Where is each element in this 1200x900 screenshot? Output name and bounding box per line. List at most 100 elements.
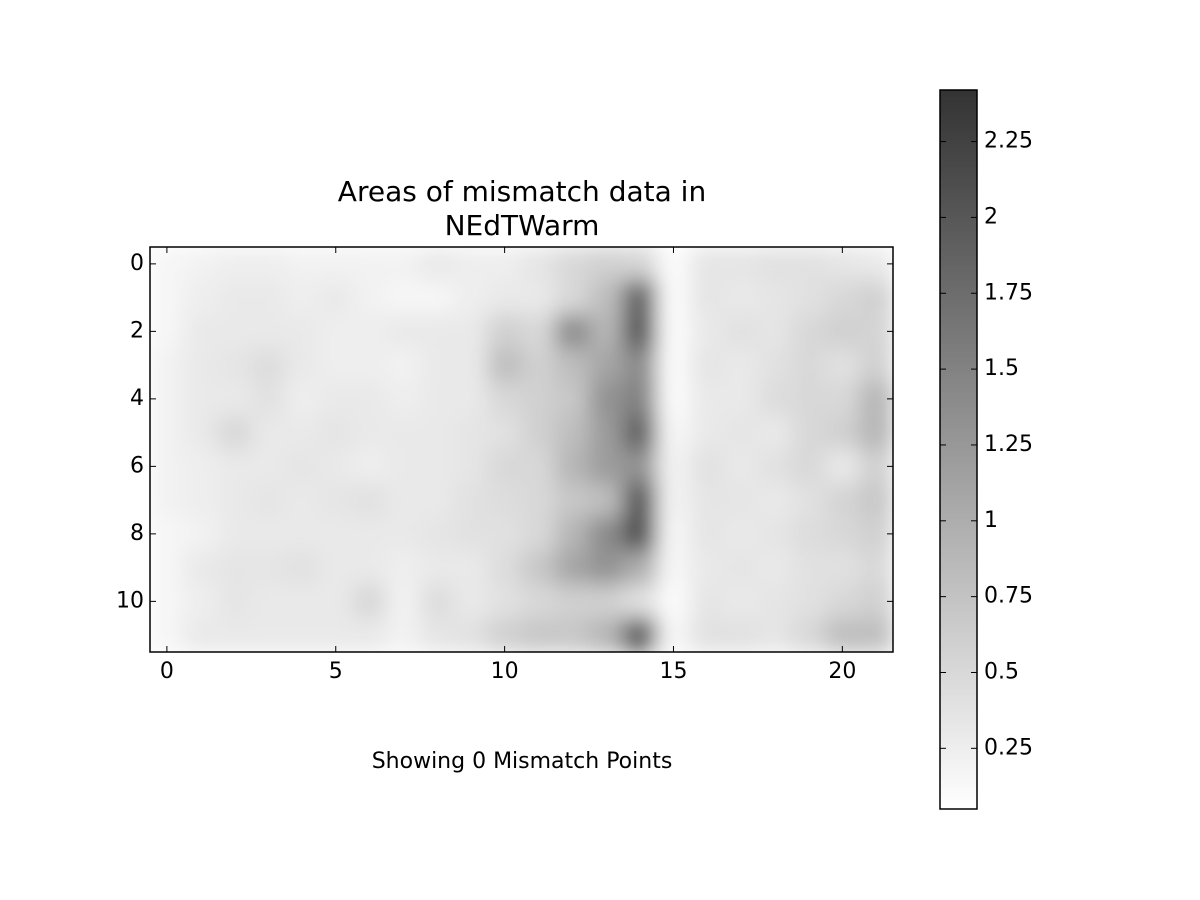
heatmap-cell bbox=[251, 415, 286, 450]
heatmap-cell bbox=[453, 618, 489, 652]
heatmap-cell bbox=[724, 247, 759, 282]
heatmap-cell bbox=[487, 483, 522, 518]
y-tick-label: 0 bbox=[130, 251, 144, 276]
heatmap-cell bbox=[453, 314, 489, 349]
heatmap-cell bbox=[420, 247, 455, 282]
x-tick-label: 5 bbox=[329, 659, 343, 684]
heatmap-cell bbox=[555, 314, 590, 349]
heatmap-cell bbox=[656, 483, 691, 518]
heatmap-cell bbox=[183, 618, 219, 652]
heatmap-cell bbox=[352, 517, 387, 552]
heatmap-cell bbox=[757, 483, 793, 518]
heatmap-cell bbox=[386, 314, 421, 349]
heatmap-cell bbox=[521, 314, 556, 349]
heatmap-cell bbox=[487, 382, 522, 417]
heatmap-cells bbox=[150, 247, 893, 652]
heatmap-cell bbox=[690, 517, 725, 552]
heatmap-cell bbox=[285, 415, 320, 450]
heatmap-cell bbox=[183, 348, 219, 383]
heatmap-cell bbox=[453, 415, 489, 450]
heatmap-cell bbox=[622, 517, 658, 552]
heatmap-cell bbox=[420, 618, 455, 652]
colorbar-tick-label: 2 bbox=[984, 204, 998, 229]
heatmap-cell bbox=[724, 280, 759, 315]
heatmap-cell bbox=[757, 517, 793, 552]
heatmap-cell bbox=[555, 584, 590, 619]
heatmap-cell bbox=[352, 550, 387, 585]
heatmap-cell bbox=[791, 280, 826, 315]
heatmap-cell bbox=[724, 415, 759, 450]
heatmap-cell bbox=[251, 483, 286, 518]
heatmap-cell bbox=[183, 280, 219, 315]
heatmap-cell bbox=[791, 247, 826, 282]
heatmap-cell bbox=[622, 584, 658, 619]
heatmap-cell bbox=[251, 314, 286, 349]
heatmap-cell bbox=[757, 314, 793, 349]
heatmap-cell bbox=[521, 584, 556, 619]
y-tick-label: 6 bbox=[130, 453, 144, 478]
heatmap-cell bbox=[859, 348, 893, 383]
heatmap-cell bbox=[724, 483, 759, 518]
heatmap-cell bbox=[183, 550, 219, 585]
axes-frame bbox=[149, 246, 894, 653]
heatmap-cell bbox=[521, 449, 556, 484]
heatmap-cell bbox=[352, 483, 387, 518]
heatmap-cell bbox=[521, 280, 556, 315]
heatmap-cell bbox=[825, 483, 860, 518]
heatmap-cell bbox=[453, 348, 489, 383]
heatmap-cell bbox=[352, 415, 387, 450]
heatmap-cell bbox=[724, 550, 759, 585]
heatmap-cell bbox=[791, 517, 826, 552]
heatmap-cell bbox=[352, 618, 387, 652]
heatmap-cell bbox=[656, 449, 691, 484]
heatmap-cell bbox=[453, 550, 489, 585]
heatmap-cell bbox=[453, 517, 489, 552]
heatmap-cell bbox=[521, 483, 556, 518]
heatmap-cell bbox=[251, 348, 286, 383]
heatmap-cell bbox=[622, 280, 658, 315]
heatmap-cell bbox=[690, 483, 725, 518]
heatmap-cell bbox=[690, 314, 725, 349]
heatmap-cell bbox=[825, 314, 860, 349]
heatmap-cell bbox=[352, 348, 387, 383]
heatmap-cell bbox=[487, 449, 522, 484]
heatmap-cell bbox=[318, 550, 354, 585]
heatmap-cell bbox=[150, 348, 185, 383]
heatmap-cell bbox=[217, 618, 252, 652]
heatmap-cell bbox=[285, 280, 320, 315]
x-tick-label: 0 bbox=[160, 659, 174, 684]
heatmap-cell bbox=[825, 584, 860, 619]
heatmap-cell bbox=[859, 280, 893, 315]
heatmap-cell bbox=[285, 618, 320, 652]
heatmap-cell bbox=[859, 550, 893, 585]
heatmap-cell bbox=[791, 584, 826, 619]
heatmap-cell bbox=[217, 449, 252, 484]
heatmap-cell bbox=[352, 280, 387, 315]
colorbar-tick-label: 1.5 bbox=[984, 356, 1019, 381]
heatmap-cell bbox=[521, 517, 556, 552]
heatmap-cell bbox=[285, 550, 320, 585]
heatmap-cell bbox=[285, 247, 320, 282]
colorbar bbox=[939, 89, 978, 810]
heatmap-cell bbox=[825, 280, 860, 315]
heatmap-cell bbox=[757, 280, 793, 315]
heatmap-cell bbox=[825, 382, 860, 417]
heatmap-cell bbox=[251, 449, 286, 484]
heatmap-cell bbox=[420, 584, 455, 619]
heatmap-cell bbox=[318, 382, 354, 417]
heatmap-cell bbox=[791, 618, 826, 652]
heatmap-cell bbox=[791, 550, 826, 585]
heatmap-cell bbox=[285, 314, 320, 349]
heatmap-cell bbox=[217, 314, 252, 349]
heatmap-cell bbox=[251, 550, 286, 585]
heatmap-cell bbox=[555, 550, 590, 585]
heatmap-cell bbox=[724, 449, 759, 484]
heatmap-cell bbox=[859, 483, 893, 518]
heatmap-cell bbox=[757, 247, 793, 282]
heatmap-cell bbox=[318, 517, 354, 552]
heatmap-cell bbox=[487, 550, 522, 585]
heatmap-cell bbox=[656, 415, 691, 450]
heatmap-cell bbox=[217, 415, 252, 450]
heatmap-cell bbox=[420, 483, 455, 518]
